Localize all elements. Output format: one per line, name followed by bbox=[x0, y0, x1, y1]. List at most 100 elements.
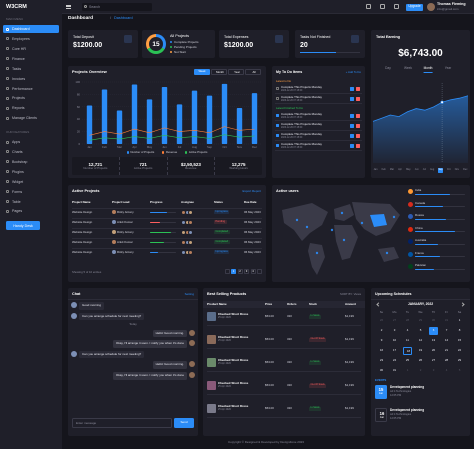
checkbox[interactable] bbox=[276, 143, 279, 147]
day-cell[interactable]: 5 bbox=[455, 367, 464, 375]
day-cell[interactable]: 13 bbox=[429, 337, 438, 345]
day-cell[interactable]: 15 bbox=[455, 337, 464, 345]
day-cell[interactable]: 23 bbox=[377, 357, 386, 365]
edit-button[interactable] bbox=[350, 113, 354, 118]
menu-item[interactable]: Performance bbox=[3, 84, 59, 92]
day-cell[interactable]: 5 bbox=[416, 327, 425, 335]
tab[interactable]: Year bbox=[228, 69, 244, 75]
checkbox[interactable] bbox=[276, 86, 279, 90]
menu-item[interactable]: Employees bbox=[3, 35, 59, 43]
day-cell[interactable]: 26 bbox=[377, 317, 386, 325]
day-cell[interactable]: 17 bbox=[390, 347, 399, 355]
day-cell[interactable]: 8 bbox=[455, 327, 464, 335]
checkbox[interactable] bbox=[276, 123, 279, 127]
day-cell[interactable]: 21 bbox=[442, 347, 451, 355]
icon[interactable] bbox=[380, 4, 385, 9]
edit-button[interactable] bbox=[350, 96, 354, 101]
tab[interactable]: Week bbox=[194, 69, 210, 75]
page-button[interactable]: 4 bbox=[250, 269, 256, 274]
menu-item[interactable]: Invoices bbox=[3, 75, 59, 83]
sort-control[interactable]: SORT BY: Views bbox=[340, 291, 361, 296]
add-todo[interactable]: + Add To Do bbox=[345, 69, 361, 74]
delete-button[interactable] bbox=[356, 133, 360, 138]
menu-item[interactable]: Projects bbox=[3, 94, 59, 102]
menu-item[interactable]: Core HR bbox=[3, 45, 59, 53]
send-button[interactable]: Send bbox=[174, 418, 194, 428]
menu-item[interactable]: Table bbox=[3, 197, 59, 205]
menu-item[interactable]: Tasks bbox=[3, 65, 59, 73]
day-cell[interactable]: 27 bbox=[429, 357, 438, 365]
day-cell[interactable]: 31 bbox=[390, 367, 399, 375]
day-cell[interactable]: 18 bbox=[403, 347, 412, 355]
icon[interactable] bbox=[366, 4, 371, 9]
day-cell[interactable]: 25 bbox=[403, 357, 412, 365]
menu-item[interactable]: Dashboard bbox=[3, 25, 59, 33]
day-cell[interactable]: 7 bbox=[442, 327, 451, 335]
day-cell[interactable]: 28 bbox=[442, 357, 451, 365]
day-cell[interactable]: 1 bbox=[403, 367, 412, 375]
button[interactable]: Handy Desk bbox=[6, 221, 40, 230]
page-button[interactable]: 2 bbox=[237, 269, 243, 274]
day-cell[interactable]: 2 bbox=[377, 327, 386, 335]
day-cell[interactable]: 14 bbox=[442, 337, 451, 345]
day-cell[interactable]: 4 bbox=[403, 327, 412, 335]
menu-item[interactable]: Finance bbox=[3, 55, 59, 63]
prev-button[interactable] bbox=[224, 269, 230, 274]
day-cell[interactable]: 16 bbox=[377, 347, 386, 355]
day-cell[interactable]: 22 bbox=[455, 347, 464, 355]
edit-button[interactable] bbox=[350, 133, 354, 138]
checkbox[interactable] bbox=[276, 133, 279, 137]
day-cell[interactable]: 26 bbox=[416, 357, 425, 365]
day-cell[interactable]: 24 bbox=[390, 357, 399, 365]
edit-button[interactable] bbox=[350, 143, 354, 148]
delete-button[interactable] bbox=[356, 96, 360, 101]
day-cell[interactable]: 3 bbox=[390, 327, 399, 335]
tab[interactable]: Month bbox=[423, 66, 433, 73]
menu-item[interactable]: Forms bbox=[3, 188, 59, 196]
next-button[interactable] bbox=[257, 269, 262, 274]
day-cell[interactable]: 10 bbox=[390, 337, 399, 345]
day-cell[interactable]: 29 bbox=[455, 357, 464, 365]
day-cell[interactable]: 4 bbox=[442, 367, 451, 375]
delete-button[interactable] bbox=[356, 123, 360, 128]
export-link[interactable]: Export Report bbox=[242, 188, 261, 193]
day-cell[interactable]: 2 bbox=[416, 367, 425, 375]
day-cell[interactable]: 30 bbox=[429, 317, 438, 325]
tab[interactable]: Year bbox=[444, 66, 452, 70]
menu-item[interactable]: Reports bbox=[3, 104, 59, 112]
menu-item[interactable]: Widget bbox=[3, 178, 59, 186]
day-cell[interactable]: 20 bbox=[429, 347, 438, 355]
day-cell[interactable]: 12 bbox=[416, 337, 425, 345]
day-cell[interactable]: 29 bbox=[416, 317, 425, 325]
day-cell[interactable]: 27 bbox=[390, 317, 399, 325]
delete-button[interactable] bbox=[356, 86, 360, 91]
day-cell[interactable]: 31 bbox=[442, 317, 451, 325]
checkbox[interactable] bbox=[276, 113, 279, 117]
icon[interactable] bbox=[394, 4, 399, 9]
checkbox[interactable] bbox=[276, 96, 279, 100]
menu-item[interactable]: Pages bbox=[3, 207, 59, 215]
menu-item[interactable]: Bootstrap bbox=[3, 158, 59, 166]
menu-item[interactable]: Plugins bbox=[3, 168, 59, 176]
day-cell[interactable]: 1 bbox=[455, 317, 464, 325]
menu-item[interactable]: Apps bbox=[3, 138, 59, 146]
tab[interactable]: Month bbox=[211, 69, 227, 75]
day-cell[interactable]: 19 bbox=[416, 347, 425, 355]
chat-setting[interactable]: Setting bbox=[184, 291, 194, 296]
day-cell[interactable]: 30 bbox=[377, 367, 386, 375]
menu-item[interactable]: Charts bbox=[3, 148, 59, 156]
day-cell[interactable]: 6 bbox=[429, 327, 438, 335]
tab[interactable]: Week bbox=[403, 66, 413, 70]
day-cell[interactable]: 28 bbox=[403, 317, 412, 325]
delete-button[interactable] bbox=[356, 113, 360, 118]
edit-button[interactable] bbox=[350, 123, 354, 128]
edit-button[interactable] bbox=[350, 86, 354, 91]
tab[interactable]: Day bbox=[385, 66, 391, 70]
day-cell[interactable]: 3 bbox=[429, 367, 438, 375]
next-month[interactable] bbox=[460, 302, 465, 307]
prev-month[interactable] bbox=[376, 302, 381, 307]
search-box[interactable]: Search bbox=[82, 3, 152, 11]
day-cell[interactable]: 11 bbox=[403, 337, 412, 345]
menu-item[interactable]: Manage Clients bbox=[3, 114, 59, 122]
page-button[interactable]: 1 bbox=[231, 269, 236, 274]
